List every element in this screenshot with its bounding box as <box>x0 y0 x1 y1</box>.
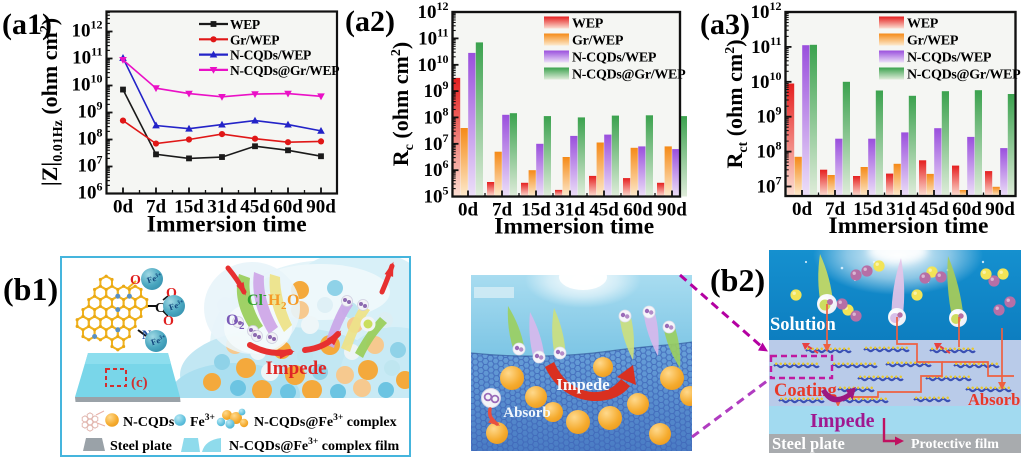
svg-text:Immersion time: Immersion time <box>147 212 307 238</box>
svg-text:(b2): (b2) <box>710 262 765 298</box>
svg-text:(b1): (b1) <box>3 271 58 307</box>
svg-text:N-CQDs@Fe3+ complex: N-CQDs@Fe3+ complex <box>254 413 397 430</box>
svg-text:90d: 90d <box>306 197 336 218</box>
svg-text:N-CQDs/WEP: N-CQDs/WEP <box>907 51 992 66</box>
svg-text:Absorb: Absorb <box>503 405 551 421</box>
svg-text:N-CQDs: N-CQDs <box>123 415 175 430</box>
svg-text:45d: 45d <box>589 200 619 221</box>
svg-text:Rct (ohm cm2): Rct (ohm cm2) <box>722 39 751 168</box>
svg-text:Coating: Coating <box>774 381 837 401</box>
svg-text:H: H <box>268 292 281 309</box>
svg-text:Impede: Impede <box>810 410 875 432</box>
svg-text:N-CQDs@Gr/WEP: N-CQDs@Gr/WEP <box>572 68 686 83</box>
svg-text:0d: 0d <box>113 197 134 218</box>
svg-text:O: O <box>287 292 299 309</box>
svg-text:2: 2 <box>239 320 245 332</box>
svg-text:WEP: WEP <box>572 17 604 32</box>
svg-text:N-CQDs@Gr/WEP: N-CQDs@Gr/WEP <box>230 63 339 78</box>
svg-text:(c): (c) <box>131 375 148 391</box>
svg-text:15d: 15d <box>174 197 204 218</box>
svg-text:WEP: WEP <box>230 17 260 32</box>
svg-text:2: 2 <box>281 300 287 312</box>
svg-text:15d: 15d <box>521 200 551 221</box>
svg-text:O: O <box>130 273 141 288</box>
svg-text:90d: 90d <box>985 199 1015 220</box>
svg-text:N-CQDs/WEP: N-CQDs/WEP <box>572 51 657 66</box>
svg-text:Immersion time: Immersion time <box>494 214 654 240</box>
svg-text:7d: 7d <box>825 199 846 220</box>
svg-text:O: O <box>163 314 174 329</box>
svg-text:Gr/WEP: Gr/WEP <box>572 34 624 49</box>
svg-text:N-CQDs@Fe3+ complex film: N-CQDs@Fe3+ complex film <box>229 437 400 454</box>
svg-text:45d: 45d <box>240 197 270 218</box>
svg-text:0d: 0d <box>458 200 479 221</box>
svg-text:60d: 60d <box>952 199 982 220</box>
svg-text:45d: 45d <box>919 199 949 220</box>
svg-text:31d: 31d <box>207 197 237 218</box>
svg-text:-: - <box>263 289 267 301</box>
svg-text:Steel plate: Steel plate <box>772 434 845 453</box>
svg-text:Protective film: Protective film <box>911 437 999 452</box>
svg-text:0d: 0d <box>792 199 813 220</box>
svg-text:Impede: Impede <box>556 375 609 394</box>
svg-text:O: O <box>226 312 238 329</box>
svg-text:Absorb: Absorb <box>968 390 1020 409</box>
svg-text:WEP: WEP <box>907 17 939 32</box>
svg-text:7d: 7d <box>492 200 513 221</box>
svg-text:Solution: Solution <box>770 315 837 335</box>
svg-text:(a3): (a3) <box>700 8 750 41</box>
svg-text:(a2): (a2) <box>345 5 395 38</box>
svg-text:Gr/WEP: Gr/WEP <box>230 32 279 47</box>
svg-text:N-CQDs@Gr/WEP: N-CQDs@Gr/WEP <box>907 68 1021 83</box>
svg-text:7d: 7d <box>146 197 167 218</box>
svg-text:15d: 15d <box>853 199 883 220</box>
svg-text:Gr/WEP: Gr/WEP <box>907 34 959 49</box>
svg-text:31d: 31d <box>555 200 585 221</box>
svg-text:60d: 60d <box>273 197 303 218</box>
svg-text:Cl: Cl <box>247 292 264 309</box>
svg-text:Impede: Impede <box>265 358 326 379</box>
svg-text:O: O <box>166 286 177 301</box>
svg-text:(a1): (a1) <box>2 8 52 41</box>
svg-text:Immersion time: Immersion time <box>829 213 989 239</box>
svg-text:Steel plate: Steel plate <box>110 439 172 454</box>
svg-text:90d: 90d <box>657 200 687 221</box>
svg-text:N-CQDs/WEP: N-CQDs/WEP <box>230 48 311 63</box>
svg-text:C: C <box>155 301 165 316</box>
svg-text:60d: 60d <box>623 200 653 221</box>
svg-text:N: N <box>142 327 152 342</box>
svg-text:31d: 31d <box>886 199 916 220</box>
